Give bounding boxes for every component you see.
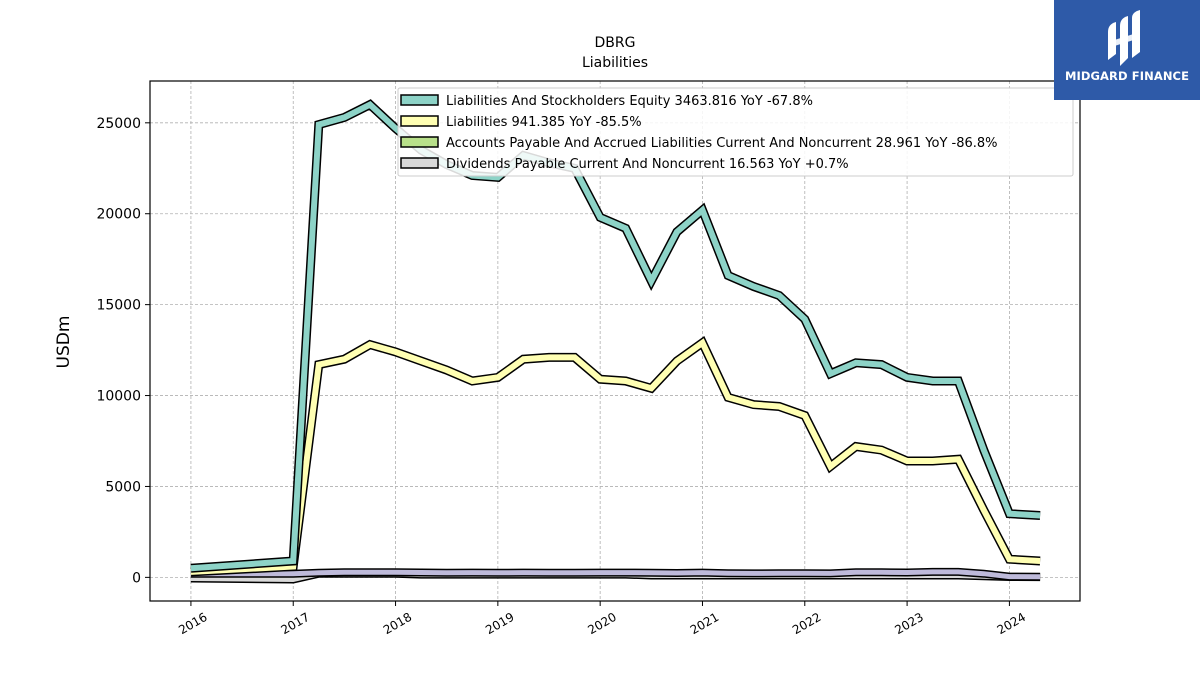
x-tick-label: 2022: [790, 610, 823, 637]
legend-swatch: [400, 157, 439, 169]
series-line: [190, 100, 1041, 572]
series-line: [190, 338, 1041, 575]
legend-box: [397, 87, 1074, 177]
legend-swatch: [400, 115, 439, 127]
x-tick-label: 2024: [995, 610, 1028, 637]
y-tick-label: 10000: [96, 389, 141, 405]
x-tick-label: 2023: [892, 610, 925, 637]
chart-title: DBRG: [595, 35, 636, 51]
legend-swatch: [400, 136, 439, 148]
brand-logo: MIDGARD FINANCE: [1054, 0, 1200, 100]
legend-swatch: [400, 94, 439, 106]
legend: Liabilities And Stockholders Equity 3463…: [397, 87, 1074, 177]
x-tick-label: 2016: [176, 610, 209, 637]
y-tick-label: 0: [132, 570, 141, 586]
series-layer: [190, 99, 1041, 584]
axis-ticks: 0 5000 10000 15000 20000 25000 2016 2017 2018 201…: [96, 116, 1028, 637]
x-tick-label: 2020: [585, 610, 618, 637]
y-tick-label: 15000: [96, 298, 141, 314]
legend-label: Liabilities 941.385 YoY -85.5%: [446, 115, 642, 130]
midgard-logo-icon: [1108, 10, 1140, 66]
x-tick-label: 2017: [279, 610, 312, 637]
y-tick-label: 5000: [105, 479, 141, 495]
chart-subtitle: Liabilities: [582, 55, 648, 71]
x-tick-label: 2019: [483, 610, 516, 637]
x-tick-label: 2021: [688, 610, 721, 637]
legend-label: Dividends Payable Current And Noncurrent…: [446, 157, 849, 172]
legend-label: Accounts Payable And Accrued Liabilities…: [446, 136, 998, 151]
x-tick-label: 2018: [381, 610, 414, 637]
y-tick-label: 25000: [96, 116, 141, 132]
plot-frame: [149, 80, 1081, 602]
brand-name: MIDGARD FINANCE: [1064, 69, 1190, 83]
y-tick-label: 20000: [96, 207, 141, 223]
y-axis-label: USDm: [54, 316, 74, 369]
legend-label: Liabilities And Stockholders Equity 3463…: [446, 94, 813, 109]
series-line: [190, 569, 1041, 580]
